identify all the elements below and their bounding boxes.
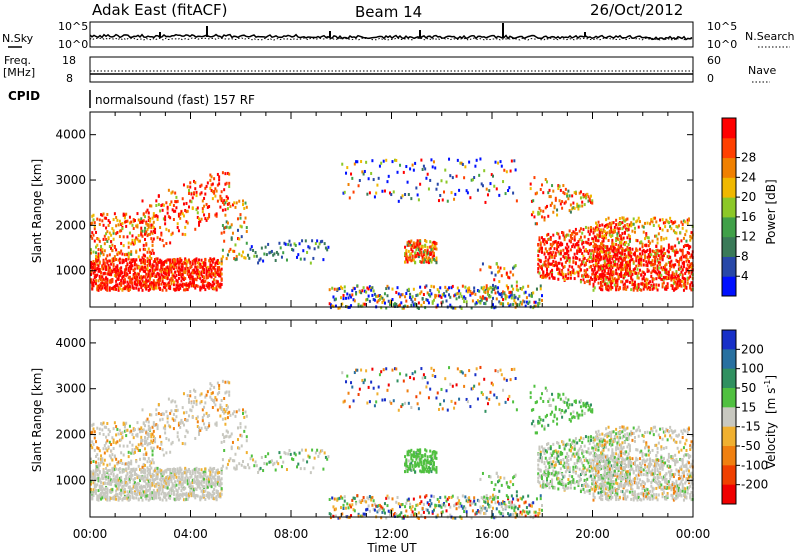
colorbar-swatch [722,177,736,198]
velocity-colorbar: 200 100 50 15 -15 -50 -100 -200 Velocity[m s-1] [721,329,778,505]
power-cbar-tick: 28 [741,151,756,165]
colorbar-swatch [722,465,736,486]
colorbar-swatch [722,426,736,447]
velocity-panel: 1000 2000 3000 4000 Slant Range [km] 00:00 0… [30,319,711,554]
colorbar-swatch [722,236,736,257]
power-cbar-tick: 20 [741,190,756,204]
colorbar-swatch [722,388,736,408]
velocity-cbar-tick: -50 [741,439,761,453]
range-tick-label: 4000 [55,128,86,142]
freq-label: Freq. [4,54,31,67]
n-sky-label: N.Sky [2,32,34,45]
cpid-label: CPID [8,89,40,103]
freq-tick-bottom: 8 [66,72,73,85]
colorbar-swatch [722,446,736,466]
velocity-cbar-tick: 200 [741,342,764,356]
colorbar-swatch [722,216,736,238]
colorbar-swatch [722,197,736,218]
colorbar-swatch [722,157,736,178]
power-cbar-label: Power [dB] [764,179,778,244]
beam-title: Beam 14 [355,3,422,21]
time-tick-label: 16:00 [475,527,510,541]
date-title: 26/Oct/2012 [590,1,683,19]
nave-tick-bottom: 0 [707,72,714,85]
nave-label: Nave [748,64,776,77]
power-cbar-tick: 12 [741,230,756,244]
n-sky-tick-top: 10^5 [58,20,88,33]
freq-unit: [MHz] [3,66,35,79]
range-tick-label: 1000 [55,473,86,487]
n-sky-tick-bottom: 10^0 [58,38,88,51]
power-panel: 1000 2000 3000 4000 Slant Range [km] [30,111,694,310]
velocity-cbar-tick: -200 [741,478,768,492]
range-tick-label: 2000 [55,218,86,232]
time-ut-label: Time UT [366,541,417,554]
colorbar-swatch [722,407,736,428]
freq-panel: Freq. [MHz] 18 8 60 0 Nave [3,54,776,85]
colorbar-swatch [722,349,736,370]
velocity-cbar-tick: -100 [741,458,768,472]
n-search-label: N.Search [745,30,795,43]
colorbar-swatch [722,118,736,139]
freq-tick-top: 18 [62,54,76,67]
range-tick-label: 3000 [55,173,86,187]
range-tick-label: 2000 [55,428,86,442]
velocity-cbar-tick: 50 [741,381,756,395]
time-tick-label: 00:00 [73,527,108,541]
power-colorbar: 4 8 12 16 20 24 28 Power [dB] [721,117,778,297]
range-tick-label: 4000 [55,336,86,350]
time-tick-label: 20:00 [575,527,610,541]
cpid-panel: CPID normalsound (fast) 157 RF [8,89,255,108]
velocity-cbar-tick: 100 [741,362,764,376]
range-tick-label: 3000 [55,382,86,396]
power-cbar-tick: 4 [741,269,749,283]
velocity-cbar-tick: -15 [741,420,761,434]
power-cbar-tick: 16 [741,210,756,224]
colorbar-swatch [722,368,736,389]
power-ylabel: Slant Range [km] [30,159,44,263]
n-search-tick-bottom: 10^0 [707,38,737,51]
cpid-text: normalsound (fast) 157 RF [95,93,255,107]
range-tick-label: 1000 [55,264,86,278]
colorbar-swatch [722,484,736,505]
power-cbar-tick: 24 [741,170,756,184]
time-tick-label: 12:00 [374,527,409,541]
colorbar-swatch [722,137,736,159]
colorbar-swatch [722,276,736,297]
noise-panel: N.Sky 10^5 10^0 10^5 10^0 N.Search [2,20,795,51]
n-search-tick-top: 10^5 [707,20,737,33]
time-tick-label: 08:00 [274,527,309,541]
velocity-cbar-label: Velocity[m s-1] [763,375,778,469]
time-tick-label: 04:00 [173,527,208,541]
time-tick-label: 00:00 [676,527,711,541]
nave-tick-top: 60 [707,54,721,67]
colorbar-swatch [722,256,736,277]
power-cbar-tick: 8 [741,249,749,263]
velocity-cbar-tick: 15 [741,400,756,414]
colorbar-swatch [722,330,736,350]
velocity-ylabel: Slant Range [km] [30,368,44,472]
station-title: Adak East (fitACF) [92,1,227,19]
